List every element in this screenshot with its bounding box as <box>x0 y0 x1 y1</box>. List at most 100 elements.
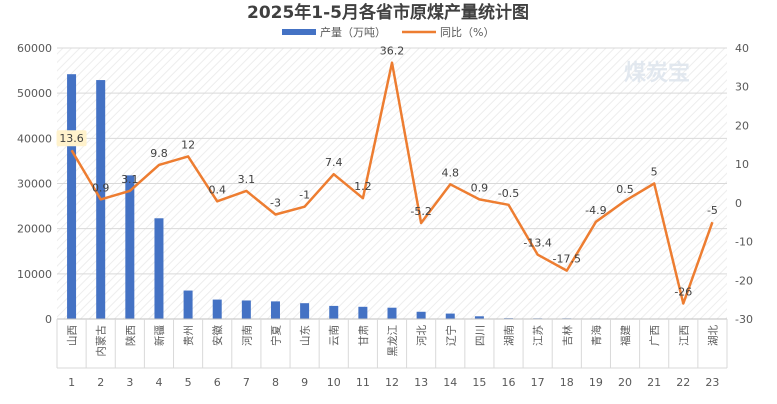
line-data-label: 0.5 <box>616 183 634 196</box>
y-right-tick-label: -30 <box>735 313 753 326</box>
line-series <box>70 61 714 305</box>
x-category-label: 湖南 <box>503 325 516 346</box>
line-data-label: -4.9 <box>585 204 606 217</box>
legend: 产量（万吨） 同比（%） <box>282 25 494 39</box>
line-data-label: 0.9 <box>471 181 489 194</box>
line-data-label: 7.4 <box>325 156 343 169</box>
bar <box>474 316 484 319</box>
y-left-tick-label: 0 <box>45 313 52 326</box>
line-data-label: 36.2 <box>380 45 405 58</box>
bar <box>154 218 164 319</box>
x-category-label: 安徽 <box>211 325 224 346</box>
bar <box>241 300 251 319</box>
x-index-label: 23 <box>705 376 719 389</box>
legend-label-output: 产量（万吨） <box>320 25 386 39</box>
x-category-label: 江西 <box>678 325 690 346</box>
y-left-tick-label: 40000 <box>17 132 52 145</box>
line-data-label: -17.5 <box>553 253 581 266</box>
bar <box>445 313 455 319</box>
line-data-label: 5 <box>651 166 658 179</box>
bar <box>329 305 339 319</box>
x-index-label: 18 <box>560 376 574 389</box>
x-category-label: 吉林 <box>561 325 574 346</box>
y-right-tick-label: -10 <box>735 236 753 249</box>
line-data-label: 9.8 <box>150 147 168 160</box>
x-category-label: 四川 <box>474 325 486 346</box>
line-data-label: 3.1 <box>238 173 256 186</box>
x-index-label: 14 <box>443 376 457 389</box>
line-data-label: -13.4 <box>523 237 551 250</box>
y-right-tick-label: 0 <box>735 197 742 210</box>
watermark: 煤炭宝 <box>624 60 690 86</box>
bar <box>416 311 426 319</box>
x-category-label: 湖北 <box>707 325 719 346</box>
x-index-label: 9 <box>301 376 308 389</box>
y-right-tick-label: 40 <box>735 42 749 55</box>
y-right-tick-label: 20 <box>735 119 749 132</box>
x-index-label: 12 <box>385 376 399 389</box>
bar <box>212 299 222 319</box>
x-index-label: 20 <box>618 376 632 389</box>
line-data-label: -0.5 <box>498 187 519 200</box>
chart-title: 2025年1-5月各省市原煤产量统计图 <box>247 2 529 23</box>
x-category-label: 广西 <box>649 325 661 346</box>
x-index-label: 19 <box>589 376 603 389</box>
x-index-label: 17 <box>531 376 545 389</box>
x-category-label: 云南 <box>328 325 341 346</box>
x-category-label: 新疆 <box>153 325 166 346</box>
line-data-label: -5.2 <box>410 205 431 218</box>
y-left-tick-label: 20000 <box>17 223 52 236</box>
line-data-label: -26 <box>674 286 692 299</box>
x-index-label: 22 <box>676 376 690 389</box>
x-category-label: 宁夏 <box>269 325 282 346</box>
y-left-tick-label: 50000 <box>17 87 52 100</box>
bar <box>300 303 310 319</box>
line-data-label: 0.4 <box>208 183 226 196</box>
x-index-label: 3 <box>126 376 133 389</box>
x-index-label: 6 <box>214 376 221 389</box>
x-category-label: 山东 <box>299 325 312 346</box>
line-data-label: -5 <box>707 204 718 217</box>
bar <box>358 306 368 319</box>
x-index-label: 16 <box>502 376 516 389</box>
bar <box>125 175 135 319</box>
line-data-label: 0.9 <box>92 181 110 194</box>
x-index-label: 13 <box>414 376 428 389</box>
x-category-label: 辽宁 <box>444 325 457 346</box>
line-data-label: 13.6 <box>59 132 84 145</box>
x-category-label: 内蒙古 <box>95 325 108 357</box>
y-right-tick-label: 30 <box>735 81 749 94</box>
x-index-label: 10 <box>327 376 341 389</box>
x-index-label: 5 <box>185 376 192 389</box>
x-category-label: 福建 <box>619 325 632 346</box>
bar <box>270 301 280 319</box>
line-data-label: 4.8 <box>442 166 460 179</box>
legend-swatch-output <box>282 29 316 35</box>
line-data-label: 1.2 <box>354 180 372 193</box>
y-left-tick-label: 60000 <box>17 42 52 55</box>
bar <box>67 74 77 320</box>
x-category-label: 江苏 <box>532 325 545 346</box>
yoy-line <box>70 61 714 305</box>
line-data-labels: 13.6 0.9 3.1 9.8 12 0.4 3.1 -3 -1 7.4 1.2 36.2 -5.2 4… <box>56 45 718 299</box>
bar <box>183 290 193 319</box>
line-data-label: -3 <box>270 196 281 209</box>
x-index-label: 7 <box>243 376 250 389</box>
line-data-label: 3.1 <box>121 173 139 186</box>
x-axis: 山西 内蒙古 陕西 新疆 贵州 安徽 河南 宁夏 山东 云南 甘肃 黑龙江 河北 辽宁 四川 湖南 江苏 吉林 青海… <box>56 318 728 389</box>
x-category-label: 青海 <box>590 325 603 346</box>
x-index-label: 8 <box>272 376 279 389</box>
x-index-label: 1 <box>68 376 75 389</box>
x-index-label: 15 <box>472 376 486 389</box>
y-left-tick-label: 30000 <box>17 178 52 191</box>
x-category-label: 陕西 <box>124 325 137 346</box>
x-category-label: 山西 <box>67 325 79 346</box>
x-category-label: 甘肃 <box>357 325 370 346</box>
line-data-label: 12 <box>181 138 195 151</box>
data-label-highlight <box>56 130 87 147</box>
x-index-label: 11 <box>356 376 370 389</box>
line-data-label: -1 <box>299 189 310 202</box>
y-axis-right: -30 -20 -10 0 10 20 30 40 <box>735 42 753 326</box>
